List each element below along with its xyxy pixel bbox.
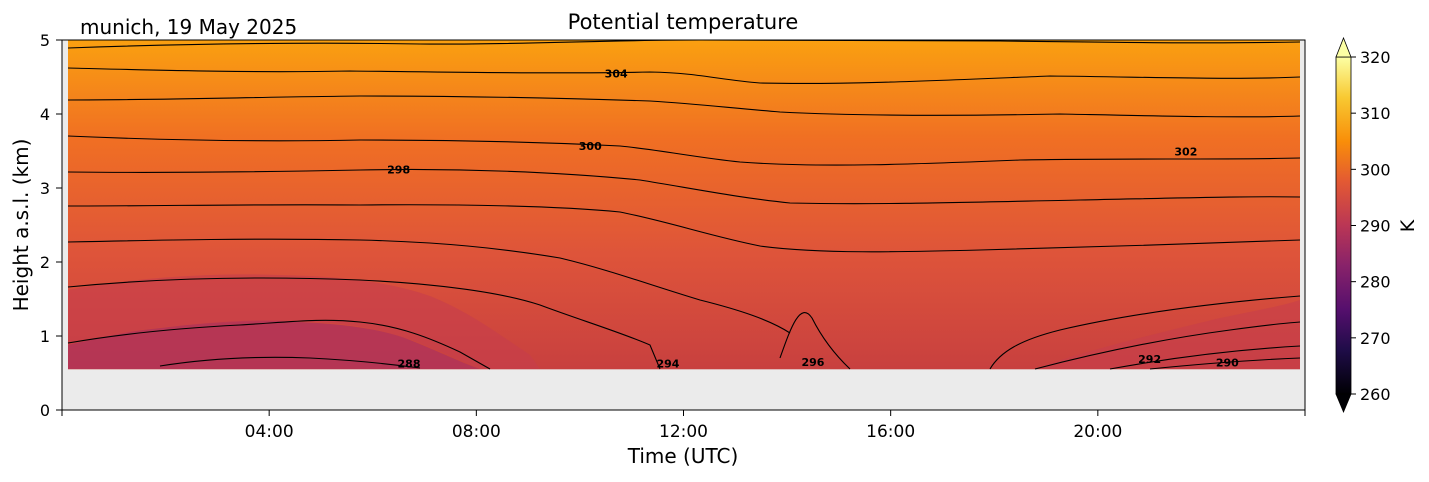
contour-label: 300: [579, 140, 602, 153]
colorbar-tick-label: 280: [1360, 273, 1391, 292]
colorbar-extend-bottom: [1335, 393, 1352, 414]
colorbar-tick-label: 270: [1360, 329, 1391, 348]
heatmap-field: 288 294 296 292 290 298 300 302 304: [67, 40, 1301, 370]
contour-label: 296: [801, 356, 824, 369]
x-tick-label: 16:00: [866, 422, 915, 442]
contour-label: 304: [605, 67, 628, 80]
x-tick-label: 04:00: [245, 422, 294, 442]
x-tick-label: 08:00: [452, 422, 501, 442]
contour-label: 288: [398, 357, 421, 370]
colorbar-tick-label: 300: [1360, 160, 1391, 179]
colorbar-tick-label: 260: [1360, 385, 1391, 404]
y-axis-label: Height a.s.l. (km): [9, 139, 33, 312]
contour-label: 292: [1138, 353, 1161, 366]
colorbar: 260 270 280 290 300 310 320 K: [1335, 36, 1419, 414]
colorbar-tick-label: 320: [1360, 48, 1391, 67]
y-axis: 0 1 2 3 4 5: [40, 31, 62, 420]
y-tick-label: 3: [40, 179, 50, 198]
x-tick-label: 20:00: [1073, 422, 1122, 442]
colorbar-tick-label: 290: [1360, 217, 1391, 236]
contour-label: 302: [1174, 146, 1197, 159]
y-tick-label: 2: [40, 253, 50, 272]
contour-label: 294: [656, 357, 679, 370]
contour-label: 290: [1216, 357, 1239, 370]
colorbar-label: K: [1397, 219, 1419, 232]
colorbar-extend-top: [1335, 36, 1352, 58]
y-tick-label: 0: [40, 401, 50, 420]
x-tick-label: 12:00: [659, 422, 708, 442]
contour-lines: [67, 40, 1301, 370]
colorbar-body: [1335, 56, 1352, 395]
contour-labels: 288 294 296 292 290 298 300 302 304: [387, 67, 1239, 370]
chart-subtitle: munich, 19 May 2025: [80, 15, 297, 39]
chart-title: Potential temperature: [568, 10, 799, 34]
y-tick-label: 4: [40, 105, 50, 124]
contour-label: 298: [387, 164, 410, 177]
colorbar-tick-label: 310: [1360, 104, 1391, 123]
x-axis: 04:00 08:00 12:00 16:00 20:00: [61, 410, 1306, 442]
y-tick-label: 1: [40, 327, 50, 346]
warm-transition-morning: [68, 274, 540, 369]
cool-region-morning: [68, 320, 480, 369]
y-tick-label: 5: [40, 31, 50, 50]
x-axis-label: Time (UTC): [627, 444, 739, 468]
colorbar-ticks: 260 270 280 290 300 310 320: [1351, 48, 1391, 404]
